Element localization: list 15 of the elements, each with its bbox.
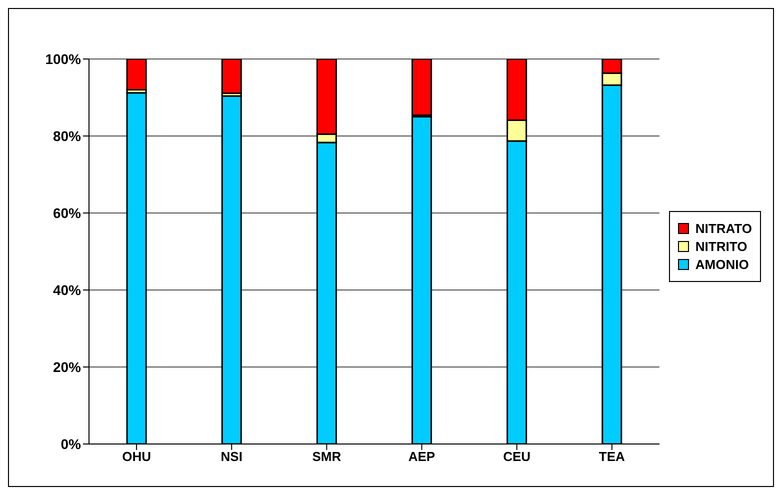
x-tick-label: AEP: [408, 449, 436, 464]
legend-label: AMONIO: [694, 257, 750, 272]
x-tick-label: TEA: [598, 449, 626, 464]
legend-label: NITRITO: [694, 239, 748, 254]
y-tick-label: 60%: [52, 204, 82, 221]
y-tick-label: 40%: [52, 282, 82, 298]
y-tick-label: 20%: [52, 358, 82, 375]
y-tick-label: 80%: [52, 128, 82, 144]
x-tick-label: CEU: [503, 449, 531, 464]
y-tick-label: 0%: [60, 436, 82, 452]
x-tick-label: OHU: [122, 449, 151, 464]
x-tick-label: NSI: [220, 449, 242, 464]
y-tick-label: 100%: [45, 50, 82, 67]
legend-label: NITRATO: [694, 221, 752, 236]
x-tick-label: SMR: [312, 449, 342, 464]
